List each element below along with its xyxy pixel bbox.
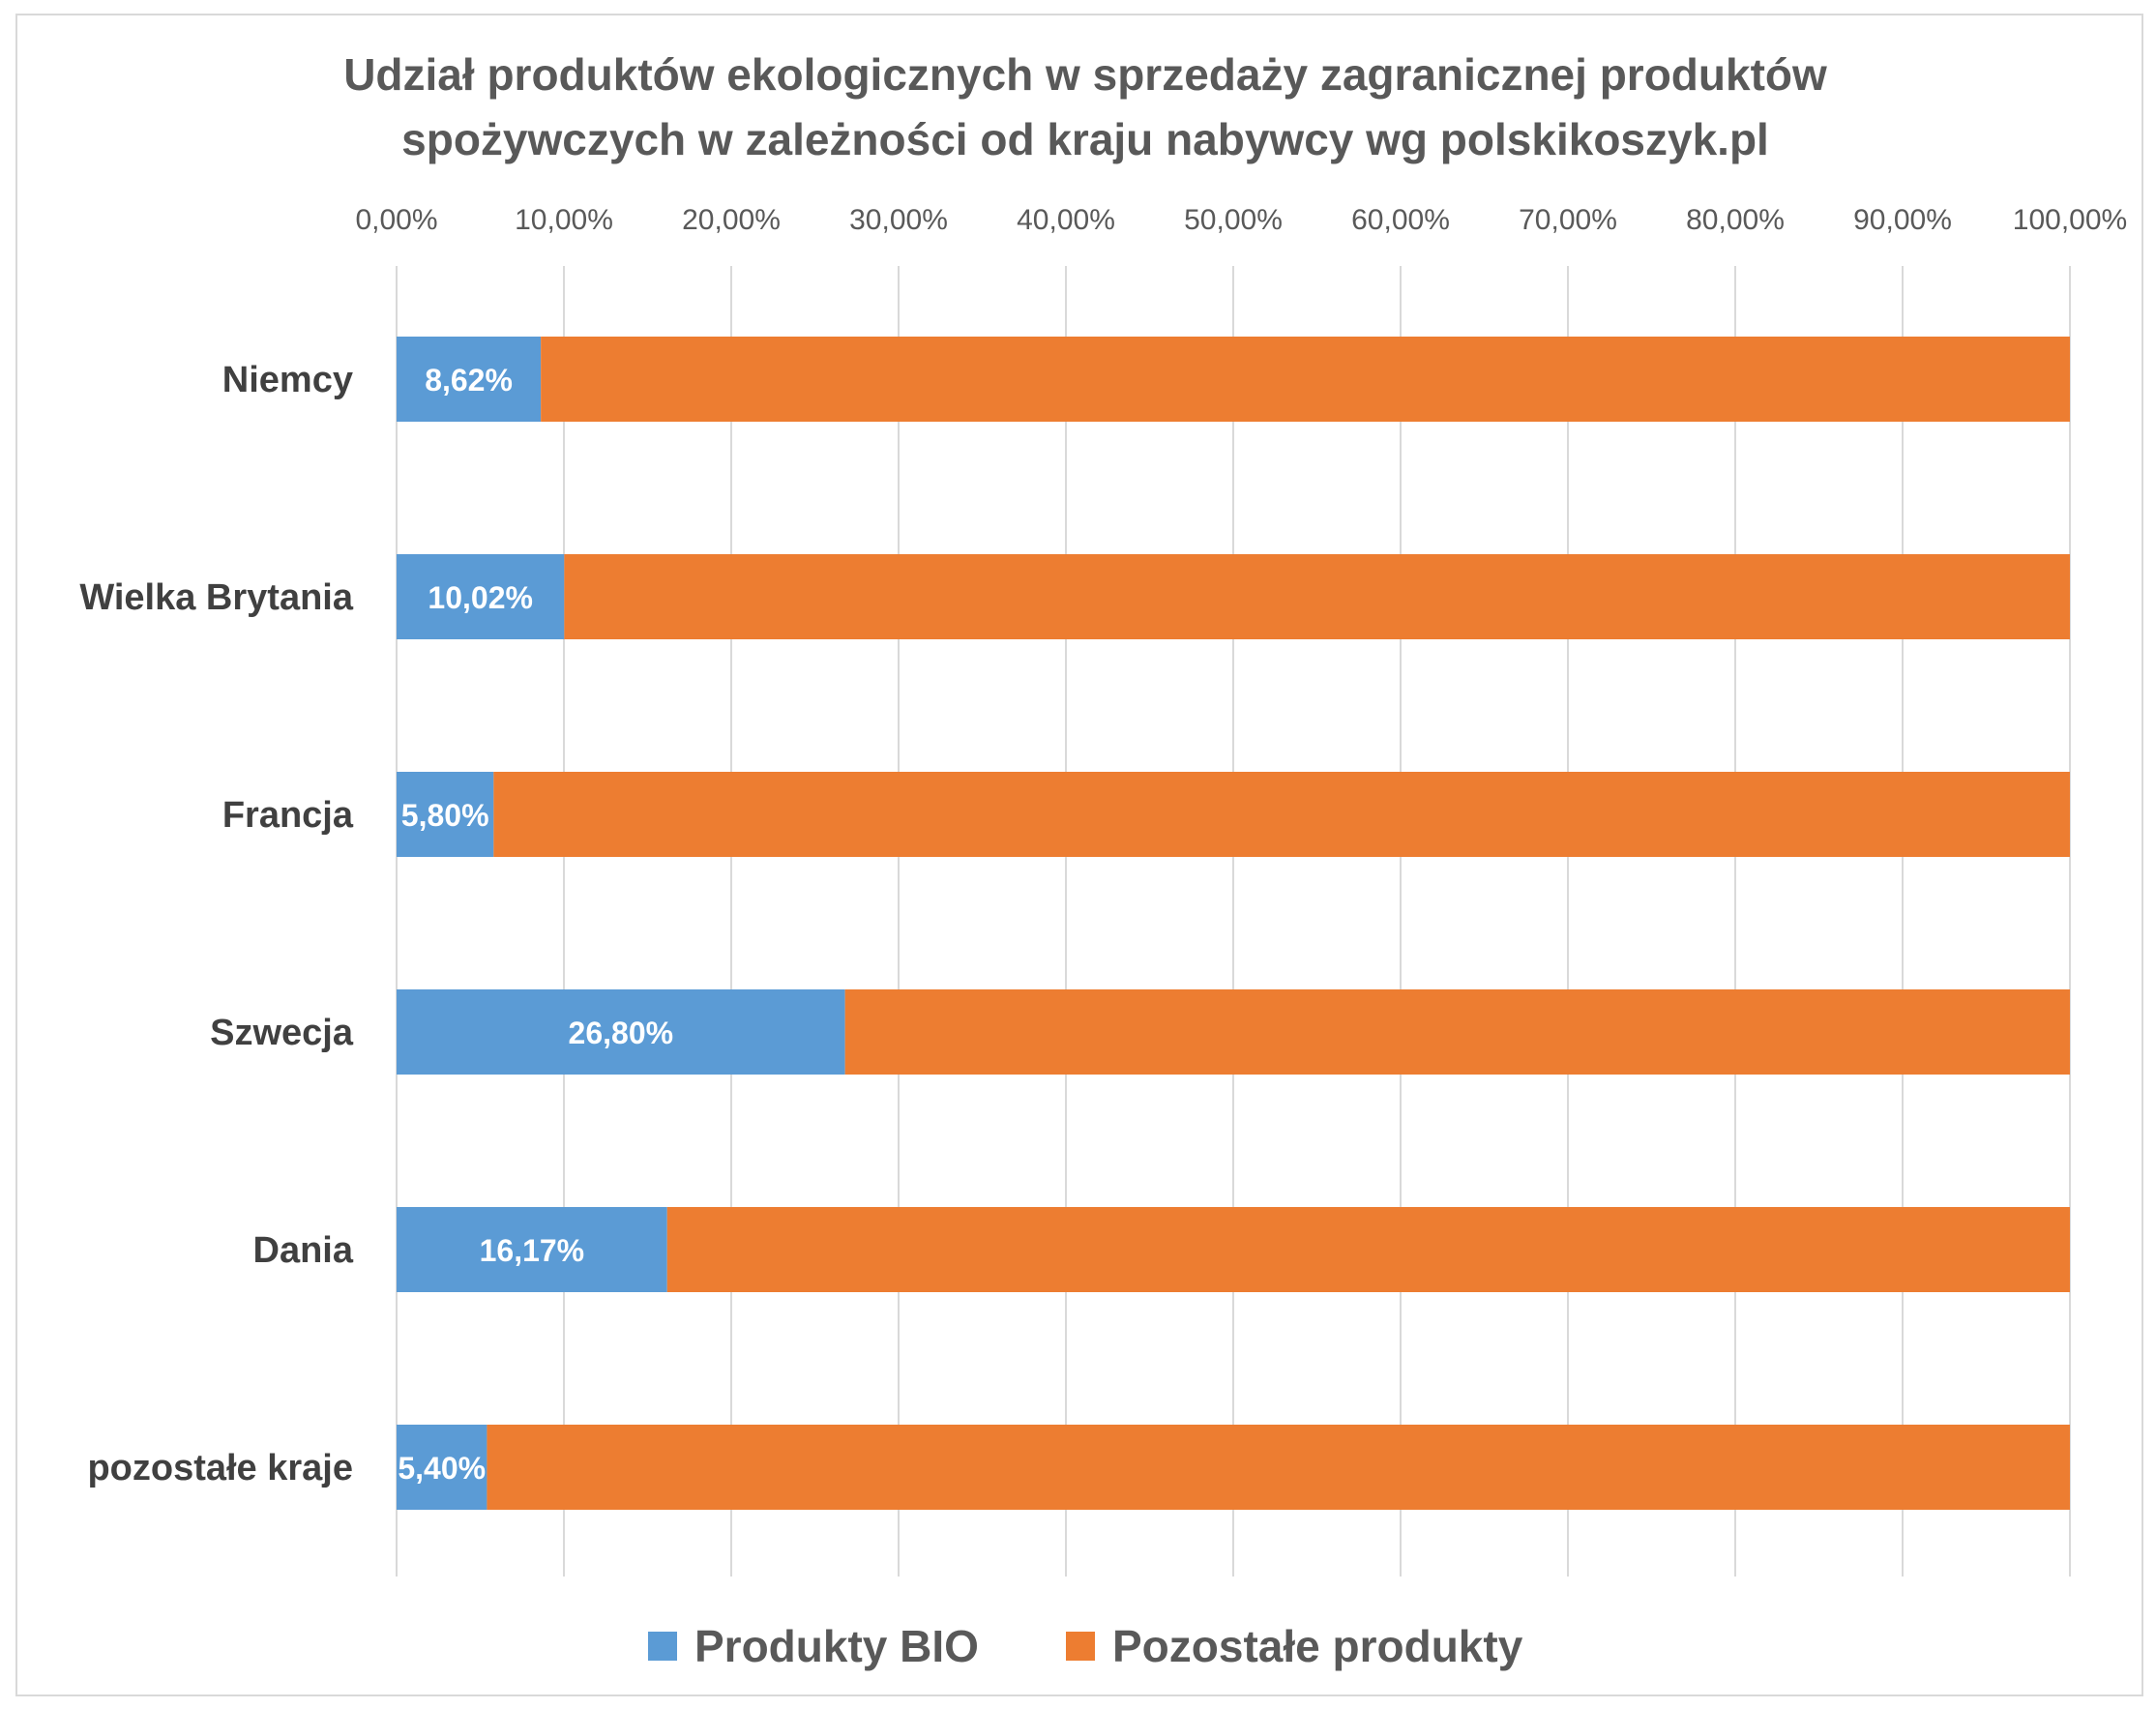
legend-swatch-other [1066,1632,1095,1661]
x-tick-label: 60,00% [1351,204,1450,236]
bar-segment-bio [397,772,494,857]
data-label: 16,17% [480,1233,585,1268]
data-label: 10,02% [428,580,533,615]
x-tick-label: 10,00% [515,204,613,236]
category-label: Niemcy [222,360,353,400]
x-tick-label: 90,00% [1853,204,1952,236]
bar-segment-other [541,337,2070,422]
legend-label-other: Pozostałe produkty [1112,1621,1523,1671]
category-label: pozostałe kraje [87,1448,353,1488]
x-tick-label: 0,00% [355,204,437,236]
x-tick-label: 100,00% [2013,204,2127,236]
category-label: Szwecja [210,1013,354,1053]
data-label: 8,62% [425,363,513,398]
data-label: 26,80% [569,1016,674,1050]
category-labels: Niemcy Wielka Brytania Francja Szwecja Dania… [79,360,354,1488]
x-tick-label: 80,00% [1686,204,1785,236]
bar-segment-other [564,554,2071,639]
bar-segment-bio [397,1207,667,1292]
bar-segment-bio [397,554,565,639]
bar-segment-other [487,1425,2070,1510]
data-label: 5,80% [401,798,489,833]
bar-segment-other [844,989,2070,1075]
category-label: Dania [253,1230,354,1271]
bar-segment-other [666,1207,2071,1292]
x-tick-label: 70,00% [1519,204,1617,236]
chart-title: Udział produktów ekologicznych w sprzeda… [343,49,1827,164]
x-tick-label: 40,00% [1017,204,1115,236]
bars [397,337,2071,1510]
x-tick-label: 20,00% [682,204,781,236]
bar-segment-other [493,772,2071,857]
data-label: 5,40% [398,1451,486,1486]
x-tick-label: 30,00% [849,204,948,236]
chart-title-line-1: Udział produktów ekologicznych w sprzeda… [343,49,1827,100]
category-label: Francja [222,795,354,836]
legend-swatch-bio [648,1632,677,1661]
bar-segment-bio [397,1425,487,1510]
data-labels: 8,62% 10,02% 5,80% 26,80% 16,17% 5,40% [398,363,673,1486]
x-axis-tick-labels: 0,00% 10,00% 20,00% 30,00% 40,00% 50,00% 60,00… [355,204,2127,236]
gridlines [396,266,2071,1576]
legend-label-bio: Produkty BIO [694,1621,979,1671]
x-tick-label: 50,00% [1184,204,1283,236]
legend: Produkty BIO Pozostałe produkty [648,1621,1523,1671]
bar-segment-bio [397,337,542,422]
chart-title-line-2: spożywczych w zależności od kraju nabywc… [401,114,1769,164]
category-label: Wielka Brytania [79,577,354,618]
bar-segment-bio [397,989,845,1075]
